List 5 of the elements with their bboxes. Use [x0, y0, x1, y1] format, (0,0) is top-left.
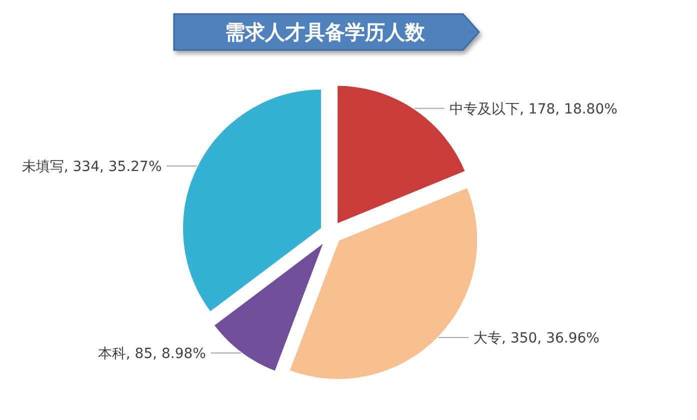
chart-title: 需求人才具备学历人数	[225, 20, 426, 44]
slice-label: 未填写, 334, 35.27%	[22, 158, 162, 175]
slice-label: 大专, 350, 36.96%	[474, 330, 600, 346]
slice-label: 本科, 85, 8.98%	[98, 346, 206, 362]
slice-label: 中专及以下, 178, 18.80%	[450, 101, 618, 118]
